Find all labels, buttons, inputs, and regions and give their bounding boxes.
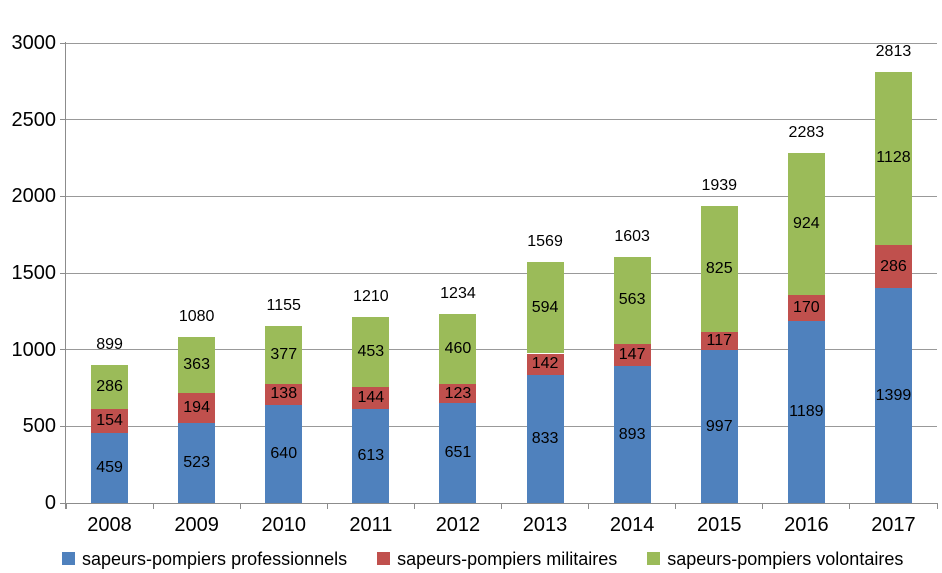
gridline-y-2500 bbox=[66, 119, 937, 121]
y-axis-tick-label: 3000 bbox=[11, 32, 57, 54]
x-axis-tick-mark bbox=[762, 503, 764, 509]
y-axis-tick-mark bbox=[60, 349, 66, 351]
bar-segment-sapeurs-pompiers-professionnels-2016[interactable] bbox=[787, 320, 825, 503]
bar-segment-sapeurs-pompiers-militaires-2016[interactable] bbox=[787, 294, 825, 321]
x-axis-tick-mark bbox=[152, 503, 154, 509]
bar-total-label: 1210 bbox=[353, 288, 389, 306]
y-axis-tick-label: 1000 bbox=[11, 338, 57, 361]
bar-segment-sapeurs-pompiers-volontaires-2012[interactable] bbox=[439, 313, 477, 385]
x-axis-category-label: 2014 bbox=[609, 514, 655, 536]
legend-swatch-icon bbox=[647, 552, 661, 565]
bar-segment-sapeurs-pompiers-volontaires-2017[interactable] bbox=[874, 71, 912, 245]
bar-segment-sapeurs-pompiers-professionnels-2013[interactable] bbox=[526, 375, 564, 503]
bar-segment-sapeurs-pompiers-volontaires-2010[interactable] bbox=[265, 325, 303, 384]
x-axis-tick-mark bbox=[849, 503, 851, 509]
x-axis-category-label: 2015 bbox=[697, 514, 742, 536]
x-axis-tick-mark bbox=[936, 503, 938, 509]
x-axis-tick-mark bbox=[675, 503, 677, 509]
bar-segment-sapeurs-pompiers-militaires-2017[interactable] bbox=[874, 244, 912, 289]
x-axis-category-label: 2012 bbox=[435, 514, 481, 536]
bar-total-label: 2283 bbox=[788, 123, 825, 141]
bar-total-label: 1234 bbox=[440, 284, 476, 302]
bar-total-label: 1155 bbox=[266, 296, 301, 314]
gridline-y-500 bbox=[66, 425, 937, 427]
x-axis-category-label: 2011 bbox=[349, 514, 393, 536]
legend-swatch-icon bbox=[377, 552, 391, 565]
x-axis-category-label: 2017 bbox=[871, 514, 916, 536]
legend-label: sapeurs-pompiers professionnels bbox=[82, 549, 348, 569]
bar-segment-sapeurs-pompiers-militaires-2012[interactable] bbox=[439, 384, 477, 404]
y-axis-tick-mark bbox=[60, 195, 66, 197]
bar-segment-sapeurs-pompiers-professionnels-2015[interactable] bbox=[700, 350, 738, 503]
x-axis-tick-mark bbox=[588, 503, 590, 509]
x-axis-category-label: 2016 bbox=[784, 514, 829, 536]
y-axis-tick-label: 1500 bbox=[11, 262, 57, 284]
legend-swatch-icon bbox=[62, 552, 75, 565]
x-axis-tick-mark bbox=[501, 503, 502, 509]
x-axis-tick-mark bbox=[239, 503, 241, 509]
bar-segment-sapeurs-pompiers-professionnels-2011[interactable] bbox=[352, 409, 390, 503]
bar-segment-sapeurs-pompiers-professionnels-2017[interactable] bbox=[874, 288, 912, 503]
bar-segment-sapeurs-pompiers-militaires-2015[interactable] bbox=[700, 332, 738, 351]
bar-segment-sapeurs-pompiers-volontaires-2011[interactable] bbox=[352, 317, 390, 387]
legend-item-sapeurs-pompiers-volontaires[interactable]: sapeurs-pompiers volontaires bbox=[647, 548, 903, 570]
legend-item-sapeurs-pompiers-militaires[interactable]: sapeurs-pompiers militaires bbox=[377, 548, 617, 570]
bar-total-label: 1569 bbox=[527, 233, 563, 251]
x-axis-tick-mark bbox=[65, 503, 67, 509]
bar-segment-sapeurs-pompiers-professionnels-2008[interactable] bbox=[91, 432, 129, 503]
legend-label: sapeurs-pompiers militaires bbox=[397, 549, 618, 569]
bar-segment-sapeurs-pompiers-militaires-2014[interactable] bbox=[613, 343, 651, 367]
x-axis-category-label: 2013 bbox=[522, 514, 568, 536]
legend-item-sapeurs-pompiers-professionnels[interactable]: sapeurs-pompiers professionnels bbox=[62, 548, 347, 570]
x-axis-line bbox=[66, 502, 937, 504]
y-axis-line bbox=[65, 42, 66, 509]
y-axis-tick-label: 500 bbox=[22, 415, 56, 438]
bar-segment-sapeurs-pompiers-militaires-2008[interactable] bbox=[91, 409, 129, 433]
gridline-y-1500 bbox=[66, 272, 937, 274]
y-axis-tick-label: 2500 bbox=[11, 108, 57, 131]
bar-segment-sapeurs-pompiers-militaires-2011[interactable] bbox=[352, 386, 390, 409]
bar-segment-sapeurs-pompiers-volontaires-2009[interactable] bbox=[178, 337, 216, 394]
gridline-y-2000 bbox=[66, 195, 937, 197]
gridline-y-1000 bbox=[66, 349, 937, 351]
x-axis-category-label: 2008 bbox=[87, 514, 132, 536]
x-axis-category-label: 2009 bbox=[174, 514, 219, 536]
legend: sapeurs-pompiers professionnels sapeurs-p… bbox=[62, 548, 903, 570]
bar-segment-sapeurs-pompiers-militaires-2009[interactable] bbox=[178, 393, 216, 423]
y-axis-tick-mark bbox=[60, 119, 66, 121]
bar-segment-sapeurs-pompiers-militaires-2010[interactable] bbox=[265, 383, 303, 405]
bar-segment-sapeurs-pompiers-volontaires-2016[interactable] bbox=[787, 152, 825, 295]
bar-segment-sapeurs-pompiers-professionnels-2010[interactable] bbox=[265, 404, 303, 503]
bar-total-label: 1080 bbox=[178, 308, 215, 326]
bar-segment-sapeurs-pompiers-militaires-2013[interactable] bbox=[526, 353, 564, 376]
bar-segment-sapeurs-pompiers-professionnels-2014[interactable] bbox=[613, 366, 651, 503]
y-axis-tick-mark bbox=[60, 425, 66, 427]
bar-segment-sapeurs-pompiers-volontaires-2015[interactable] bbox=[700, 205, 738, 333]
bar-segment-sapeurs-pompiers-professionnels-2009[interactable] bbox=[178, 422, 216, 503]
bar-total-label: 2813 bbox=[875, 42, 912, 60]
bar-total-label: 1603 bbox=[614, 228, 650, 246]
bar-segment-sapeurs-pompiers-volontaires-2008[interactable] bbox=[91, 365, 129, 409]
legend-label: sapeurs-pompiers volontaires bbox=[667, 549, 904, 569]
x-axis-tick-mark bbox=[326, 503, 328, 509]
bar-segment-sapeurs-pompiers-volontaires-2014[interactable] bbox=[613, 257, 651, 344]
y-axis-tick-mark bbox=[60, 42, 66, 44]
bar-segment-sapeurs-pompiers-professionnels-2012[interactable] bbox=[439, 403, 477, 503]
y-axis-tick-mark bbox=[60, 502, 66, 504]
x-axis-tick-mark bbox=[413, 503, 415, 509]
y-axis-tick-label: 0 bbox=[44, 492, 56, 514]
gridline-y-3000 bbox=[66, 42, 937, 44]
y-axis-tick-label: 2000 bbox=[11, 185, 57, 208]
bar-segment-sapeurs-pompiers-volontaires-2013[interactable] bbox=[526, 262, 564, 354]
bar-total-label: 899 bbox=[96, 336, 123, 354]
bar-total-label: 1939 bbox=[701, 176, 738, 194]
y-axis-tick-mark bbox=[60, 272, 66, 274]
x-axis-category-label: 2010 bbox=[261, 514, 307, 536]
